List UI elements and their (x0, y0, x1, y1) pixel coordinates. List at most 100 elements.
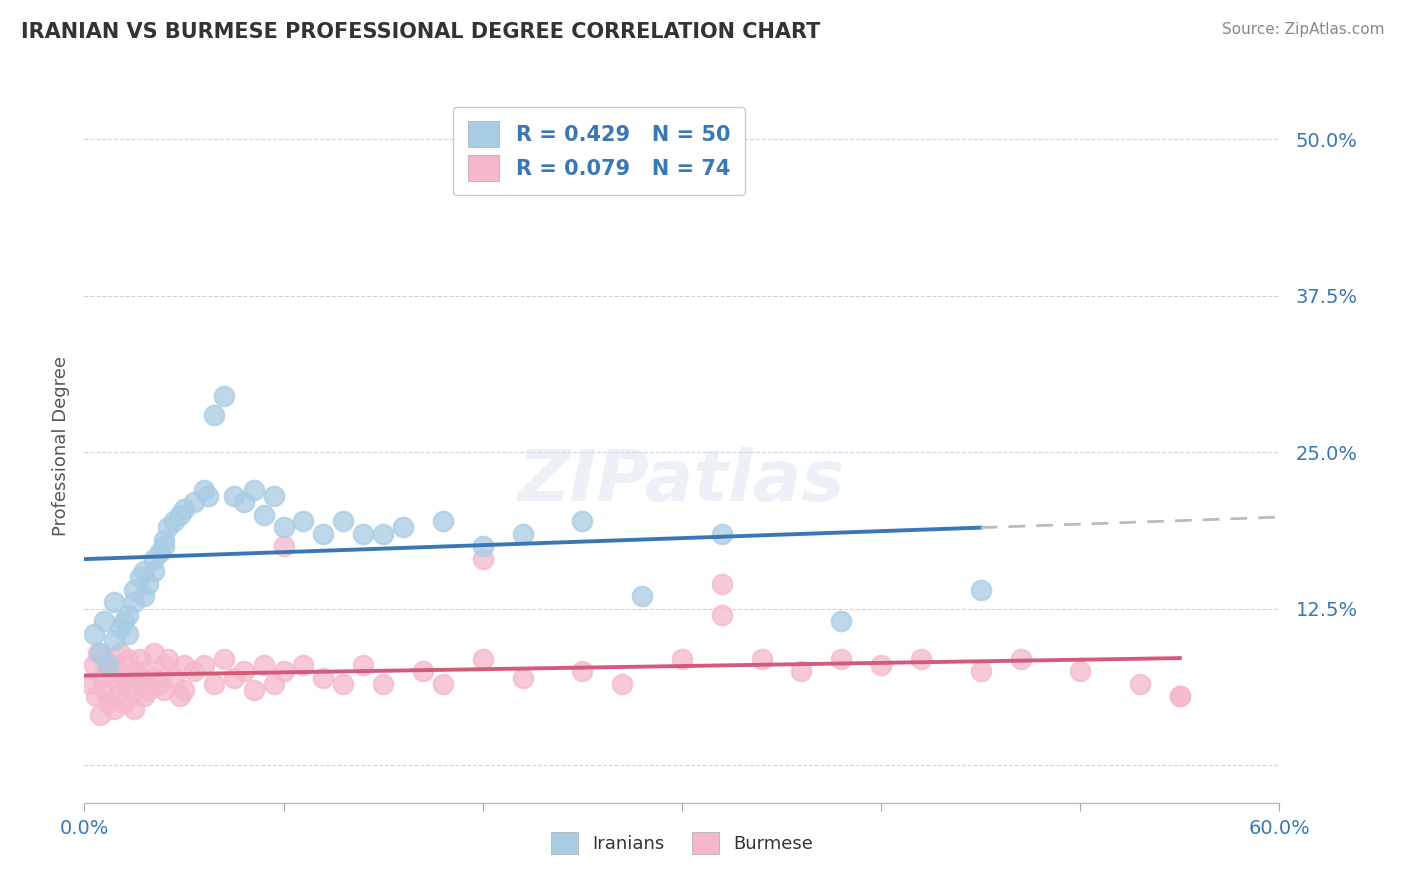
Point (153, 683, 176, 698)
Point (169, 690, 191, 704)
Point (117, 607, 139, 622)
Point (129, 671, 152, 685)
Point (110, 646, 132, 660)
Point (122, 702, 145, 716)
Point (671, 652, 693, 666)
Point (143, 671, 166, 685)
Point (153, 658, 176, 673)
Point (122, 595, 145, 609)
Point (373, 526, 395, 541)
Point (183, 495, 205, 509)
Point (471, 652, 494, 666)
Point (273, 520, 295, 534)
Point (169, 508, 191, 522)
Point (110, 621, 132, 635)
Point (97, 696, 120, 710)
Point (830, 614, 852, 628)
Point (163, 671, 186, 685)
Point (93, 652, 115, 666)
Point (352, 658, 374, 673)
Point (202, 408, 225, 422)
Point (373, 677, 395, 691)
Point (790, 665, 813, 679)
Legend: Iranians, Burmese: Iranians, Burmese (544, 825, 820, 862)
Point (292, 514, 315, 528)
Point (87, 646, 110, 660)
Point (122, 683, 145, 698)
Point (143, 564, 166, 578)
Point (122, 665, 145, 679)
Point (970, 665, 993, 679)
Point (710, 607, 733, 622)
Point (136, 683, 159, 698)
Point (352, 526, 374, 541)
Point (153, 539, 176, 553)
Point (242, 683, 264, 698)
Point (910, 652, 932, 666)
Point (263, 489, 285, 503)
Point (512, 671, 534, 685)
Point (571, 514, 593, 528)
Point (157, 520, 180, 534)
Point (112, 671, 135, 685)
Point (157, 652, 180, 666)
Point (83, 658, 105, 673)
Point (571, 665, 593, 679)
Point (1069, 665, 1091, 679)
Point (93, 614, 115, 628)
Point (149, 677, 172, 691)
Point (263, 677, 285, 691)
Point (232, 495, 254, 509)
Point (143, 551, 166, 566)
Point (432, 514, 454, 528)
Point (112, 696, 135, 710)
Point (117, 652, 139, 666)
Point (222, 671, 245, 685)
Point (89, 708, 111, 723)
Point (412, 665, 434, 679)
Point (751, 652, 773, 666)
Point (93, 683, 115, 698)
Point (132, 690, 156, 704)
Point (970, 582, 993, 597)
Point (163, 514, 186, 528)
Point (193, 658, 215, 673)
Point (132, 665, 156, 679)
Point (112, 614, 135, 628)
Point (312, 526, 335, 541)
Point (253, 508, 276, 522)
Point (103, 658, 125, 673)
Point (103, 595, 125, 609)
Point (197, 489, 219, 503)
Point (512, 526, 534, 541)
Point (1129, 677, 1152, 691)
Point (129, 570, 152, 584)
Point (91, 671, 114, 685)
Point (193, 483, 215, 497)
Point (242, 483, 264, 497)
Point (1168, 690, 1191, 704)
Point (173, 501, 195, 516)
Point (183, 665, 205, 679)
Point (212, 389, 235, 403)
Point (117, 677, 139, 691)
Point (212, 652, 235, 666)
Point (98, 665, 121, 679)
Point (143, 646, 166, 660)
Point (870, 658, 893, 673)
Point (149, 545, 172, 559)
Point (173, 683, 195, 698)
Point (105, 690, 128, 704)
Point (273, 539, 295, 553)
Point (222, 489, 245, 503)
Point (292, 658, 315, 673)
Point (710, 526, 733, 541)
Point (153, 533, 176, 547)
Point (122, 582, 145, 597)
Point (132, 589, 156, 603)
Point (110, 677, 132, 691)
Point (173, 658, 195, 673)
Point (83, 627, 105, 641)
Point (97, 658, 120, 673)
Point (89, 646, 111, 660)
